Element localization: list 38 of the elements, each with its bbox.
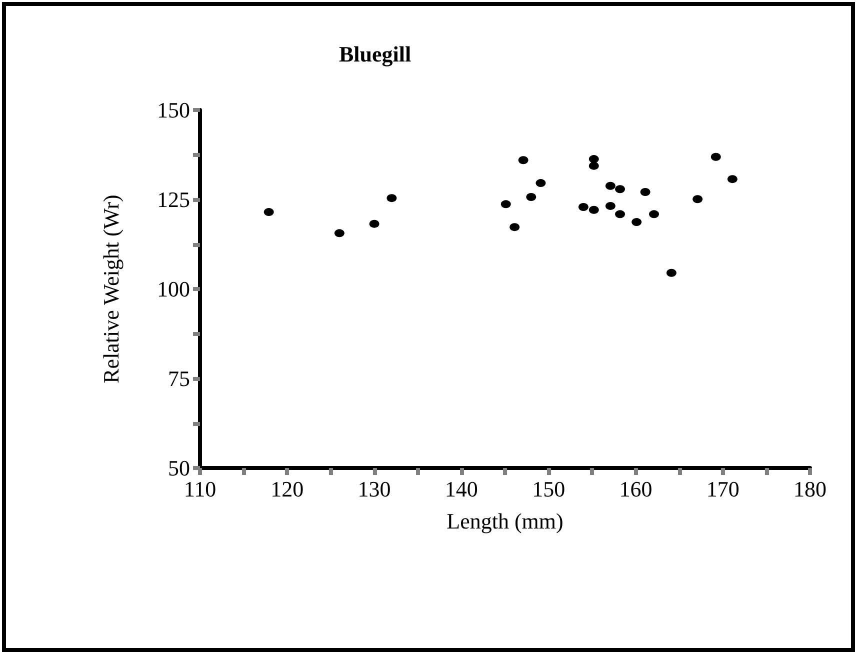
x-tick-label: 130	[358, 476, 391, 502]
point	[727, 175, 738, 184]
x-tick-label: 170	[706, 476, 740, 502]
chart-title: Bluegill	[338, 42, 412, 66]
point	[692, 195, 703, 204]
point	[518, 156, 528, 164]
point	[605, 202, 616, 210]
point	[510, 223, 520, 232]
point	[536, 179, 546, 188]
point	[640, 188, 650, 196]
x-axis-title: Length (mm)	[446, 508, 564, 534]
point	[710, 152, 721, 161]
x-tick-label: 120	[270, 476, 304, 502]
x-tick-label: 150	[532, 476, 566, 502]
x-tick-label: 160	[619, 476, 652, 502]
point	[666, 268, 676, 277]
point	[588, 155, 599, 164]
point	[526, 192, 536, 201]
point	[605, 182, 616, 190]
point	[578, 203, 588, 212]
point	[369, 220, 380, 228]
point	[264, 208, 274, 216]
y-tick-label: 75	[168, 366, 190, 391]
y-tick-label: 100	[157, 276, 190, 302]
point	[615, 185, 626, 194]
point	[588, 162, 599, 170]
x-tick-label: 180	[794, 476, 826, 502]
y-tick-label: 125	[157, 187, 190, 212]
point	[588, 206, 599, 214]
point	[615, 210, 626, 218]
y-tick-label: 150	[157, 98, 190, 122]
point	[500, 200, 511, 208]
point	[632, 218, 642, 226]
point	[334, 229, 344, 238]
point	[386, 194, 397, 202]
point	[649, 210, 660, 218]
y-axis-title: Relative Weight (Wr)	[98, 194, 124, 384]
x-tick-label: 140	[444, 476, 478, 502]
